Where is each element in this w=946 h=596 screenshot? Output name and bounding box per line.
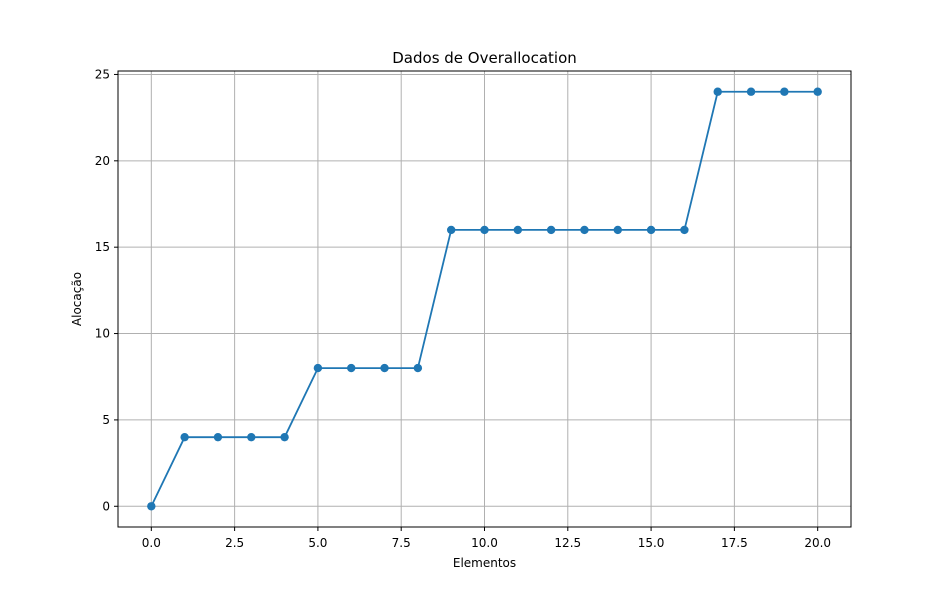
data-point <box>147 502 156 511</box>
x-tick-label: 7.5 <box>392 536 411 550</box>
y-tick-label: 25 <box>95 67 110 81</box>
data-point <box>680 225 689 235</box>
x-tick-label: 17.5 <box>721 536 748 550</box>
x-tick-label: 0.0 <box>142 536 161 550</box>
data-point <box>646 225 656 235</box>
data-point <box>713 87 722 96</box>
data-point <box>446 225 456 235</box>
data-point <box>247 432 256 442</box>
data-point <box>813 87 822 96</box>
data-point <box>546 225 556 235</box>
x-tick-label: 20.0 <box>804 536 831 550</box>
y-tick-label: 10 <box>95 327 110 341</box>
y-tick-label: 15 <box>95 240 110 254</box>
chart-title: Dados de Overallocation <box>392 49 577 67</box>
data-point <box>380 363 389 373</box>
data-point <box>780 87 789 96</box>
data-point <box>746 87 756 96</box>
y-axis-label: Alocação <box>70 272 84 326</box>
axis-ticks: 0.0 2.5 5.0 7.5 10.0 12.5 15.0 17.5 20.0 0 5 10 15 20… <box>95 67 831 550</box>
data-point <box>413 363 423 373</box>
data-point <box>513 225 523 235</box>
data-point <box>313 363 323 373</box>
data-point <box>213 432 223 442</box>
y-tick-label: 20 <box>95 154 110 168</box>
series-layer <box>147 87 822 511</box>
data-point <box>580 225 589 235</box>
x-tick-label: 15.0 <box>638 536 665 550</box>
x-tick-label: 10.0 <box>471 536 498 550</box>
y-tick-label: 0 <box>102 499 110 513</box>
data-point <box>347 363 356 373</box>
x-tick-label: 12.5 <box>554 536 581 550</box>
data-point <box>280 432 289 442</box>
x-tick-label: 2.5 <box>225 536 244 550</box>
x-tick-label: 5.0 <box>308 536 327 550</box>
data-point <box>613 225 622 235</box>
data-point <box>180 432 189 442</box>
data-point <box>480 225 489 235</box>
y-tick-label: 5 <box>102 413 110 427</box>
grid-lines <box>118 71 851 527</box>
x-axis-label: Elementos <box>453 556 516 570</box>
